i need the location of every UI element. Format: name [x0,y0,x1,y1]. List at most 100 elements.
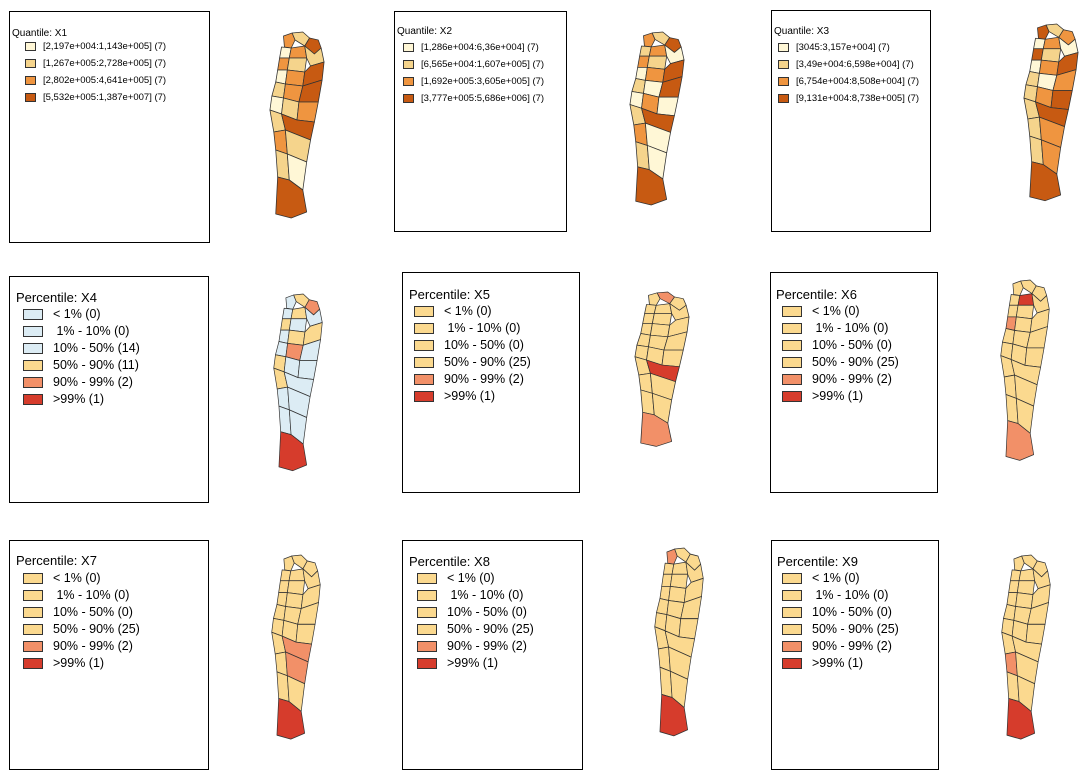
legend-row: [1,286e+004:6,36e+004] (7) [403,42,539,53]
legend-label: >99% (1) [53,656,105,670]
legend-swatch [782,373,802,385]
legend-row: [3,777e+005:5,686e+006] (7) [403,93,544,104]
map-region [1013,555,1025,572]
map-x4 [273,293,323,472]
legend-swatch [414,390,434,402]
legend-label: 10% - 50% (0) [444,338,524,352]
map-region [285,592,304,609]
map-region [648,44,668,57]
map-region [1042,36,1062,50]
map-region [635,166,668,206]
legend-row: 10% - 50% (14) [23,341,140,355]
legend-swatch [782,572,802,584]
map-region [276,698,306,740]
legend-row: [2,197e+004:1,143e+005] (7) [25,41,166,52]
legend-row: [3,49e+004:6,598e+004] (7) [778,59,914,70]
map-region [1029,161,1062,202]
map-region [662,59,685,83]
legend-label: 90% - 99% (2) [444,372,524,386]
legend-label: 50% - 90% (25) [812,355,899,369]
legend-swatch [417,640,437,652]
map-region [285,69,306,87]
legend-row: 50% - 90% (25) [782,622,899,636]
legend-row: 50% - 90% (25) [23,622,140,636]
map-region [283,371,314,397]
map-region [656,598,669,616]
legend-label: < 1% (0) [812,304,860,318]
legend-swatch [782,390,802,402]
map-region [288,318,308,333]
legend-row: 1% - 10% (0) [414,321,520,335]
legend-swatch [417,623,437,635]
map-region [297,360,318,380]
map-region [1018,568,1036,582]
map-region [1025,623,1046,645]
map-region [283,555,295,572]
map-region [1005,420,1035,461]
legend-row: 90% - 99% (2) [782,639,892,653]
legend-swatch [25,59,36,68]
map-region [648,292,661,306]
map-region [1003,604,1016,621]
map-x2 [629,31,685,206]
legend-label: 90% - 99% (2) [53,639,133,653]
legend-swatch [23,325,43,337]
map-region [640,412,673,447]
map-region [1017,293,1035,306]
map-region [295,623,316,645]
legend-row: 1% - 10% (0) [417,588,523,602]
map-region [1037,24,1050,40]
legend-row: >99% (1) [414,389,495,403]
legend-row: 1% - 10% (0) [23,324,129,338]
map-region [631,78,646,94]
legend-swatch [782,339,802,351]
legend-row: < 1% (0) [417,571,495,585]
legend-title: Percentile: X5 [409,287,490,302]
legend-row: [9,131e+004:8,738e+005] (7) [778,93,919,104]
map-region [661,349,684,368]
legend-swatch [23,572,43,584]
legend-row: 10% - 50% (0) [23,605,133,619]
legend-swatch [782,640,802,652]
map-region [1016,580,1036,595]
legend-row: [6,754e+004:8,508e+004] (7) [778,76,919,87]
legend-label: [3,49e+004:6,598e+004] (7) [796,59,914,70]
legend-swatch [23,589,43,601]
map-region [302,61,325,87]
map-region [1050,90,1073,110]
legend-row: 50% - 90% (11) [23,358,139,372]
map-region [1010,359,1041,386]
legend-title: Percentile: X6 [776,287,857,302]
legend-label: [3045:3,157e+004] (7) [796,42,890,53]
legend-swatch [23,376,43,388]
map-x8 [654,547,704,737]
map-region [669,573,689,589]
legend-x3: Quantile: X3 [3045:3,157e+004] (7) [3,49… [771,10,931,232]
legend-label: 1% - 10% (0) [53,324,130,338]
map-region [683,577,704,603]
legend-row: < 1% (0) [782,304,860,318]
legend-row: 90% - 99% (2) [414,372,524,386]
map-region [286,580,306,595]
legend-swatch [778,77,789,86]
legend-label: 50% - 90% (25) [444,355,531,369]
map-region [1039,59,1060,76]
map-region [1025,71,1040,88]
legend-swatch [414,339,434,351]
legend-swatch [23,640,43,652]
map-x1 [269,31,325,219]
map-region [667,316,690,338]
legend-label: [6,754e+004:8,508e+004] (7) [796,76,920,87]
legend-swatch [778,94,789,103]
legend-label: [2,197e+004:1,143e+005] (7) [43,41,167,52]
legend-x1: Quantile: X1 [2,197e+004:1,143e+005] (7)… [9,11,210,243]
map-region [275,341,288,358]
map-x5 [634,291,690,447]
legend-label: [5,532e+005:1,387e+007] (7) [43,92,167,103]
legend-x2: Quantile: X2 [1,286e+004:6,36e+004] (7) … [394,11,567,232]
legend-label: 50% - 90% (25) [447,622,534,636]
legend-row: 10% - 50% (0) [782,605,892,619]
legend-swatch [782,589,802,601]
legend-label: >99% (1) [447,656,499,670]
map-region [1035,101,1069,127]
